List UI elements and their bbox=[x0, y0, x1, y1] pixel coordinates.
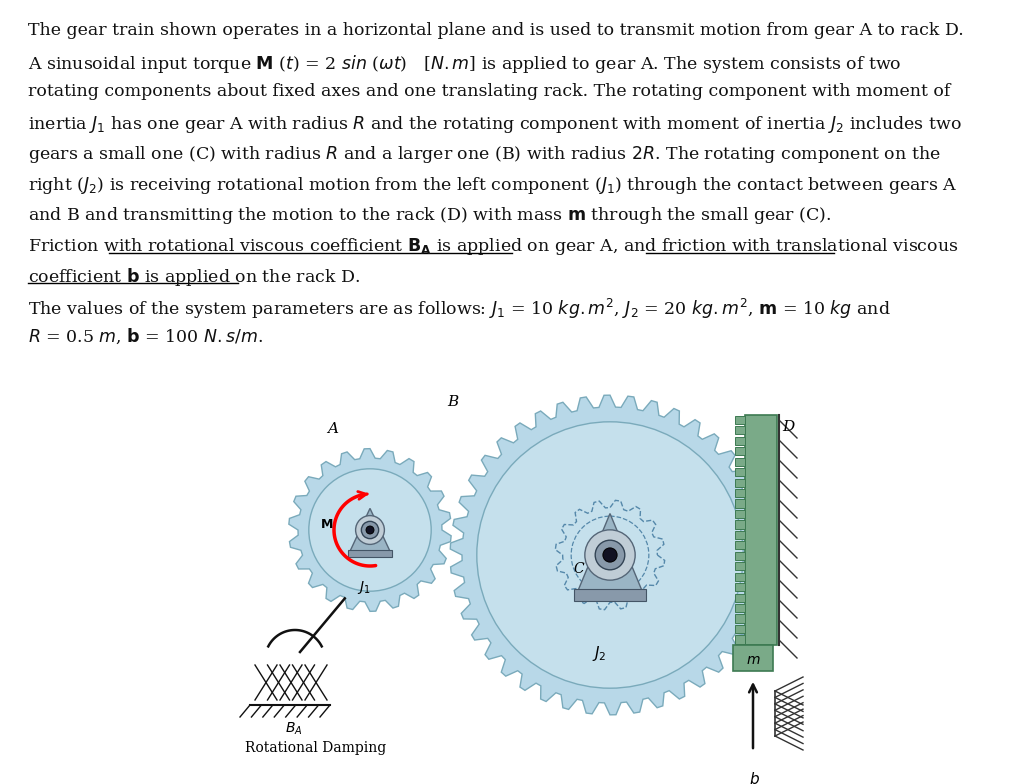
Text: $R$ = 0.5 $m$, $\mathbf{b}$ = 100 $N.s/m$.: $R$ = 0.5 $m$, $\mathbf{b}$ = 100 $N.s/m… bbox=[28, 327, 263, 347]
Bar bbox=[735, 635, 745, 644]
Polygon shape bbox=[451, 395, 770, 715]
Text: $B_A$: $B_A$ bbox=[285, 721, 302, 738]
Text: and B and transmitting the motion to the rack (D) with mass $\mathbf{m}$ through: and B and transmitting the motion to the… bbox=[28, 205, 831, 226]
Bar bbox=[735, 468, 745, 476]
Polygon shape bbox=[350, 508, 390, 552]
Bar bbox=[735, 531, 745, 539]
Bar bbox=[735, 499, 745, 507]
Bar bbox=[735, 583, 745, 591]
Text: C: C bbox=[573, 562, 584, 576]
Bar bbox=[735, 604, 745, 612]
Bar bbox=[574, 589, 645, 601]
Circle shape bbox=[595, 540, 625, 570]
Text: A: A bbox=[327, 423, 338, 437]
Circle shape bbox=[477, 422, 743, 688]
Bar bbox=[735, 572, 745, 581]
Bar bbox=[735, 510, 745, 518]
Text: coefficient $\mathbf{b}$ is applied on the rack D.: coefficient $\mathbf{b}$ is applied on t… bbox=[28, 266, 360, 288]
Text: $J_1$: $J_1$ bbox=[357, 579, 371, 596]
Bar bbox=[735, 625, 745, 633]
Bar bbox=[735, 447, 745, 456]
Text: Rotational Damping: Rotational Damping bbox=[245, 741, 386, 755]
Bar bbox=[735, 521, 745, 528]
Circle shape bbox=[603, 548, 617, 562]
Bar bbox=[735, 416, 745, 424]
Polygon shape bbox=[578, 514, 643, 592]
Text: $b$: $b$ bbox=[749, 771, 760, 784]
Text: The gear train shown operates in a horizontal plane and is used to transmit moti: The gear train shown operates in a horiz… bbox=[28, 22, 964, 39]
Text: The values of the system parameters are as follows: $J_1$ = 10 $kg.m^2$, $J_2$ =: The values of the system parameters are … bbox=[28, 296, 891, 321]
Bar bbox=[735, 615, 745, 622]
Text: $J_2$: $J_2$ bbox=[592, 644, 607, 662]
Circle shape bbox=[355, 516, 384, 544]
Text: right ($J_2$) is receiving rotational motion from the left component ($J_1$) thr: right ($J_2$) is receiving rotational mo… bbox=[28, 175, 957, 195]
Text: B: B bbox=[447, 395, 459, 409]
Text: Friction with rotational viscous coefficient $\mathbf{B_A}$ is applied on gear A: Friction with rotational viscous coeffic… bbox=[28, 235, 958, 256]
Bar bbox=[735, 426, 745, 434]
Bar bbox=[735, 478, 745, 487]
Bar bbox=[735, 552, 745, 560]
Circle shape bbox=[309, 469, 431, 591]
Text: D: D bbox=[782, 420, 795, 434]
Text: A sinusoidal input torque $\mathbf{M}$ ($t$) = 2 $\mathit{sin}$ ($\omega t$)   [: A sinusoidal input torque $\mathbf{M}$ (… bbox=[28, 53, 901, 74]
Polygon shape bbox=[289, 448, 452, 612]
Circle shape bbox=[585, 530, 635, 580]
Text: $\mathbf{M}$: $\mathbf{M}$ bbox=[319, 517, 333, 531]
Bar bbox=[735, 437, 745, 445]
Bar bbox=[735, 562, 745, 570]
Bar bbox=[735, 489, 745, 497]
Text: rotating components about fixed axes and one translating rack. The rotating comp: rotating components about fixed axes and… bbox=[28, 83, 950, 100]
Text: gears a small one (C) with radius $R$ and a larger one (B) with radius $2R$. The: gears a small one (C) with radius $R$ an… bbox=[28, 144, 941, 165]
Text: inertia $J_1$ has one gear A with radius $R$ and the rotating component with mom: inertia $J_1$ has one gear A with radius… bbox=[28, 114, 962, 135]
Circle shape bbox=[366, 526, 374, 534]
Bar bbox=[735, 458, 745, 466]
Text: $m$: $m$ bbox=[746, 653, 761, 667]
Bar bbox=[735, 593, 745, 601]
Bar bbox=[745, 415, 777, 645]
Bar bbox=[735, 541, 745, 550]
Bar bbox=[733, 645, 773, 671]
Bar bbox=[348, 550, 391, 557]
Circle shape bbox=[361, 521, 379, 539]
